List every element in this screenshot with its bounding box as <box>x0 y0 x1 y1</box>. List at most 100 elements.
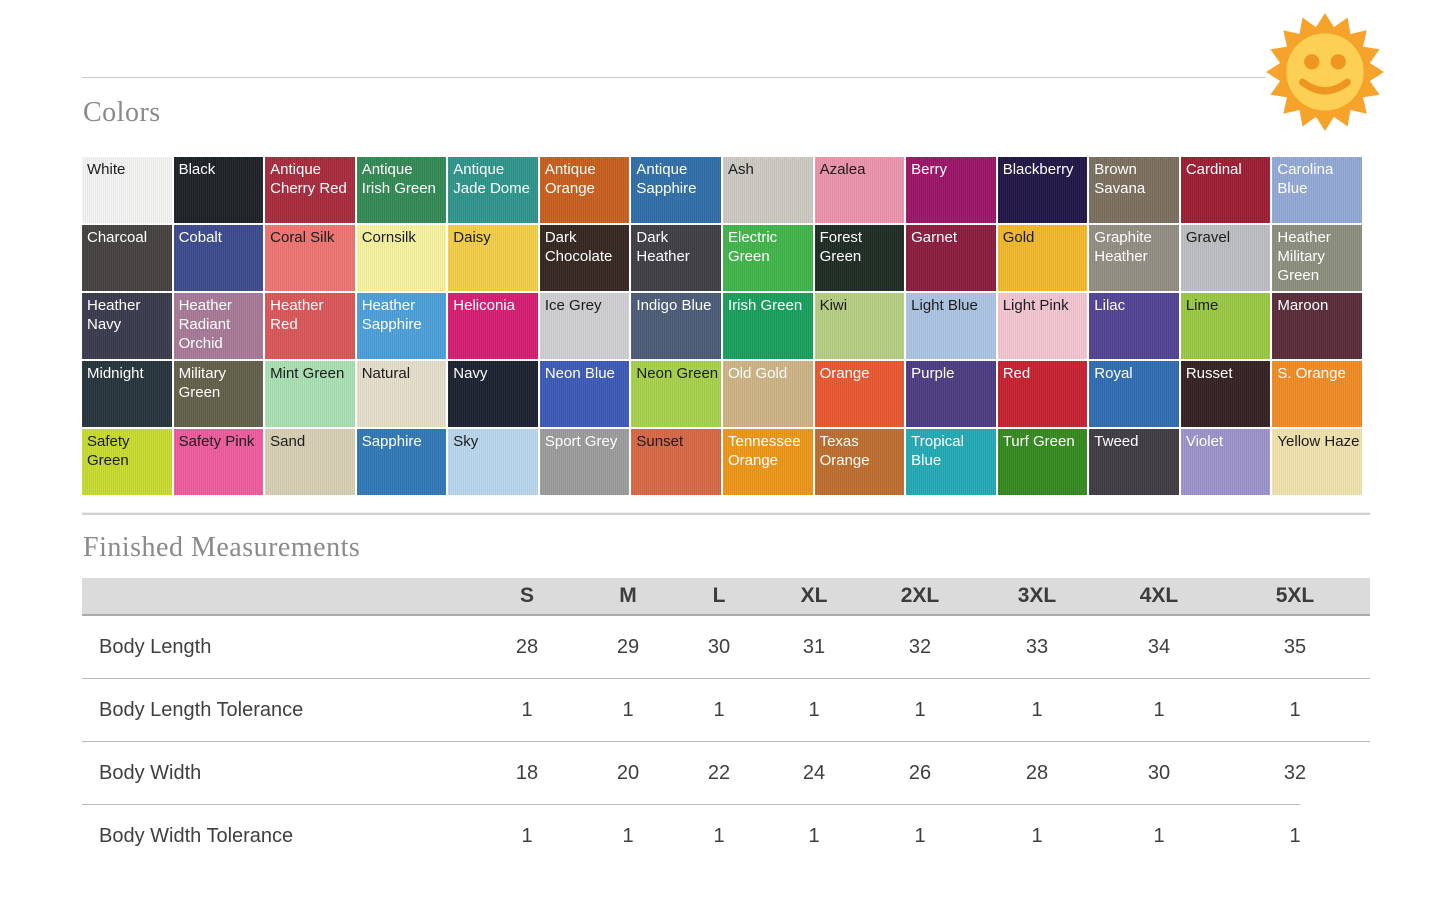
color-swatch-carolina-blue: Carolina Blue <box>1272 157 1362 223</box>
color-swatch-label: Irish Green <box>727 297 803 314</box>
measurement-value: 1 <box>622 698 634 721</box>
color-swatch-label: Mint Green <box>270 365 345 382</box>
color-swatch-garnet: Garnet <box>906 225 996 291</box>
color-swatch-label: Light Blue <box>911 297 978 314</box>
color-swatch-blackberry: Blackberry <box>997 157 1088 223</box>
color-swatch-dark-chocolate: Dark Chocolate <box>539 225 630 291</box>
measurement-value: 31 <box>802 635 826 658</box>
color-swatch-gravel: Gravel <box>1180 225 1271 291</box>
measurement-value: 30 <box>707 635 731 658</box>
top-divider <box>82 77 1370 78</box>
color-swatch-label: Orange <box>819 365 870 382</box>
color-swatch-label: Ash <box>727 161 754 178</box>
color-swatch-coral-silk: Coral Silk <box>265 225 355 291</box>
color-swatch-dark-heather: Dark Heather <box>631 225 721 291</box>
measurement-label: Body Width <box>99 761 202 784</box>
color-swatch-label: Yellow Haze <box>1277 433 1360 450</box>
color-swatch-label: Heather Sapphire <box>361 297 422 333</box>
measurement-value: 1 <box>713 824 725 847</box>
size-header-2xl: 2XL <box>900 584 940 607</box>
section-divider <box>82 513 1370 515</box>
color-swatch-label: Purple <box>911 365 955 382</box>
color-swatch-heliconia: Heliconia <box>448 293 538 359</box>
color-swatch-label: Lime <box>1185 297 1219 314</box>
measurement-value: 1 <box>808 824 820 847</box>
measurement-value: 1 <box>1153 698 1165 721</box>
measurements-header-row: S M L XL 2XL 3XL 4XL 5XL <box>82 578 1370 616</box>
color-swatch-label: Graphite Heather <box>1094 229 1152 265</box>
color-swatch-cornsilk: Cornsilk <box>356 225 447 291</box>
color-swatch-label: Indigo Blue <box>636 297 712 314</box>
color-swatch-label: Safety Green <box>87 433 130 469</box>
color-swatch-cobalt: Cobalt <box>173 225 264 291</box>
color-swatch-brown-savana: Brown Savana <box>1089 157 1179 223</box>
sun-with-face-icon <box>1266 13 1384 131</box>
measurement-value: 32 <box>1283 761 1307 784</box>
color-swatch-label: Dark Chocolate <box>544 229 613 265</box>
row-body-width-tolerance: Body Width Tolerance 1 1 1 1 1 1 1 1 <box>82 805 1370 867</box>
color-swatch-antique-cherry-red: Antique Cherry Red <box>265 157 355 223</box>
color-swatch-light-pink: Light Pink <box>997 293 1088 359</box>
color-swatch-label: Coral Silk <box>270 229 335 246</box>
color-swatch-label: Charcoal <box>87 229 148 246</box>
color-swatch-label: Light Pink <box>1002 297 1069 314</box>
color-swatch-label: Sunset <box>636 433 684 450</box>
size-header-3xl: 3XL <box>1017 584 1057 607</box>
color-swatch-label: Gravel <box>1185 229 1231 246</box>
color-swatch-tennessee-orange: Tennessee Orange <box>722 429 813 495</box>
measurement-value: 22 <box>707 761 731 784</box>
color-swatch-label: Sand <box>270 433 306 450</box>
color-swatch-antique-irish-green: Antique Irish Green <box>356 157 447 223</box>
color-swatch-label: Sapphire <box>361 433 422 450</box>
colors-section-heading: Colors <box>83 97 161 128</box>
measurement-value: 30 <box>1147 761 1171 784</box>
color-swatch-label: Safety Pink <box>178 433 255 450</box>
measurement-value: 1 <box>521 698 533 721</box>
color-swatch-maroon: Maroon <box>1272 293 1362 359</box>
size-header-4xl: 4XL <box>1139 584 1179 607</box>
color-swatch-gold: Gold <box>997 225 1088 291</box>
color-swatch-military-green: Military Green <box>173 361 264 427</box>
measurement-value: 24 <box>802 761 826 784</box>
measurement-value: 1 <box>1289 824 1301 847</box>
color-swatch-orange: Orange <box>814 361 905 427</box>
color-swatch-irish-green: Irish Green <box>722 293 813 359</box>
color-swatch-turf-green: Turf Green <box>997 429 1088 495</box>
color-swatch-sand: Sand <box>265 429 355 495</box>
color-swatch-heather-military-green: Heather Military Green <box>1272 225 1362 291</box>
color-swatch-russet: Russet <box>1180 361 1271 427</box>
row-divider <box>82 804 1300 805</box>
color-swatch-charcoal: Charcoal <box>82 225 172 291</box>
color-swatch-ice-grey: Ice Grey <box>539 293 630 359</box>
color-swatch-antique-jade-dome: Antique Jade Dome <box>448 157 538 223</box>
color-grid: White Black Antique Cherry Red Antique Iris… <box>82 157 1362 495</box>
color-swatch-label: Azalea <box>819 161 866 178</box>
color-swatch-label: Antique Cherry Red <box>270 161 347 197</box>
measurement-value: 1 <box>713 698 725 721</box>
color-swatch-sport-grey: Sport Grey <box>539 429 630 495</box>
measurement-label: Body Length <box>99 635 212 658</box>
color-swatch-label: Tweed <box>1094 433 1139 450</box>
color-swatch-sunset: Sunset <box>631 429 721 495</box>
measurement-value: 1 <box>914 698 926 721</box>
color-swatch-label: Antique Orange <box>544 161 596 197</box>
color-swatch-safety-green: Safety Green <box>82 429 172 495</box>
measurement-value: 1 <box>521 824 533 847</box>
color-swatch-label: Natural <box>361 365 411 382</box>
measurement-value: 26 <box>908 761 932 784</box>
color-swatch-kiwi: Kiwi <box>814 293 905 359</box>
color-swatch-electric-green: Electric Green <box>722 225 813 291</box>
color-swatch-label: Cobalt <box>178 229 222 246</box>
size-header-s: S <box>519 584 534 607</box>
row-body-length: Body Length 28 29 30 31 32 33 34 35 <box>82 616 1370 678</box>
size-header-xl: XL <box>800 584 828 607</box>
color-swatch-label: Brown Savana <box>1094 161 1146 197</box>
color-swatch-label: Military Green <box>178 365 227 401</box>
color-swatch-label: Lilac <box>1094 297 1126 314</box>
size-header-l: L <box>712 584 726 607</box>
color-swatch-white: White <box>82 157 172 223</box>
color-swatch-label: Sport Grey <box>544 433 618 450</box>
color-swatch-label: Red <box>1002 365 1031 382</box>
color-swatch-label: Heliconia <box>453 297 515 314</box>
measurement-value: 28 <box>515 635 539 658</box>
